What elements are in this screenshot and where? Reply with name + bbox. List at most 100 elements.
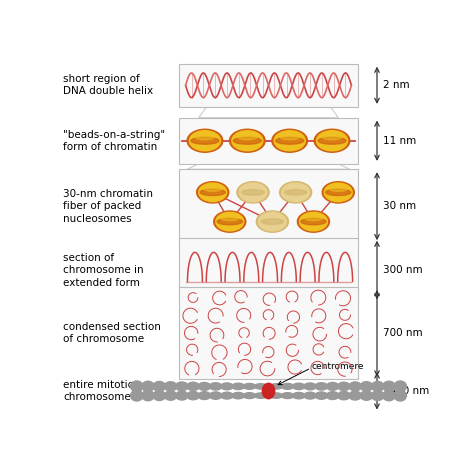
Text: entire mitotic
chromosome: entire mitotic chromosome [63,380,134,402]
Text: 1400 nm: 1400 nm [383,386,429,396]
FancyBboxPatch shape [179,64,357,107]
Ellipse shape [304,383,316,390]
Ellipse shape [372,391,384,401]
Ellipse shape [243,393,255,398]
Ellipse shape [315,392,328,399]
Ellipse shape [191,137,219,144]
Polygon shape [187,369,350,380]
Ellipse shape [176,382,188,391]
Ellipse shape [221,392,233,399]
Ellipse shape [337,391,350,400]
Polygon shape [187,164,350,169]
Ellipse shape [270,393,283,398]
Ellipse shape [327,392,339,400]
Polygon shape [199,107,338,118]
Ellipse shape [383,381,395,391]
Ellipse shape [232,131,263,151]
Ellipse shape [276,137,304,144]
Ellipse shape [232,383,245,389]
FancyBboxPatch shape [179,118,357,164]
Ellipse shape [360,391,373,400]
Text: 30 nm: 30 nm [383,201,416,211]
Text: 11 nm: 11 nm [383,136,417,146]
Ellipse shape [349,382,361,391]
Ellipse shape [237,134,257,140]
Ellipse shape [239,183,267,202]
Ellipse shape [195,134,215,140]
Ellipse shape [237,182,269,203]
FancyBboxPatch shape [179,238,357,303]
Text: 2 nm: 2 nm [383,80,410,90]
Ellipse shape [197,182,229,203]
Ellipse shape [233,137,261,144]
Ellipse shape [329,186,347,191]
Ellipse shape [284,190,307,195]
Ellipse shape [301,219,326,225]
Text: 30-nm chromatin
fiber of packed
nucleosomes: 30-nm chromatin fiber of packed nucleoso… [63,189,153,224]
Ellipse shape [327,382,339,390]
Ellipse shape [210,392,222,399]
Text: "beads-on-a-string"
form of chromatin: "beads-on-a-string" form of chromatin [63,129,165,152]
Text: condensed section
of chromosome: condensed section of chromosome [63,322,161,345]
Ellipse shape [130,381,143,392]
Ellipse shape [324,183,352,202]
Ellipse shape [394,390,406,401]
Ellipse shape [304,392,316,399]
Ellipse shape [261,219,283,224]
Ellipse shape [262,383,275,399]
Ellipse shape [164,391,177,400]
Ellipse shape [242,190,264,195]
Ellipse shape [317,131,347,151]
Ellipse shape [198,382,210,390]
Ellipse shape [272,129,308,152]
Ellipse shape [394,381,406,392]
Polygon shape [187,238,350,243]
Ellipse shape [280,182,312,203]
Ellipse shape [383,390,395,401]
Ellipse shape [372,382,384,391]
Ellipse shape [142,381,154,391]
Text: centromere: centromere [311,362,364,371]
Ellipse shape [190,131,220,151]
Ellipse shape [164,382,177,391]
Ellipse shape [300,212,328,231]
Ellipse shape [255,393,267,398]
Ellipse shape [282,183,310,202]
Ellipse shape [199,183,227,202]
Ellipse shape [255,384,267,389]
Ellipse shape [198,392,210,400]
Ellipse shape [217,219,242,225]
Ellipse shape [243,383,255,389]
Ellipse shape [142,390,154,401]
Ellipse shape [292,392,305,399]
Ellipse shape [214,211,246,232]
Ellipse shape [315,382,328,390]
Ellipse shape [221,383,233,390]
Ellipse shape [187,129,223,152]
Ellipse shape [258,212,286,231]
Ellipse shape [304,215,322,221]
Ellipse shape [216,212,244,231]
Text: section of
chromosome in
extended form: section of chromosome in extended form [63,253,144,288]
Ellipse shape [292,383,305,389]
Ellipse shape [153,391,165,401]
Text: 300 nm: 300 nm [383,265,423,275]
Ellipse shape [274,131,305,151]
Ellipse shape [297,211,329,232]
Ellipse shape [130,390,143,401]
Ellipse shape [282,383,294,389]
Ellipse shape [326,189,351,196]
Ellipse shape [204,186,222,191]
Ellipse shape [200,189,225,196]
Ellipse shape [280,134,300,140]
Ellipse shape [187,382,199,390]
Ellipse shape [337,382,350,390]
FancyBboxPatch shape [179,287,357,380]
Ellipse shape [322,182,354,203]
Ellipse shape [360,382,373,391]
Ellipse shape [221,215,239,221]
Ellipse shape [270,384,283,389]
Ellipse shape [322,134,342,140]
Ellipse shape [210,382,222,390]
Ellipse shape [187,391,199,400]
